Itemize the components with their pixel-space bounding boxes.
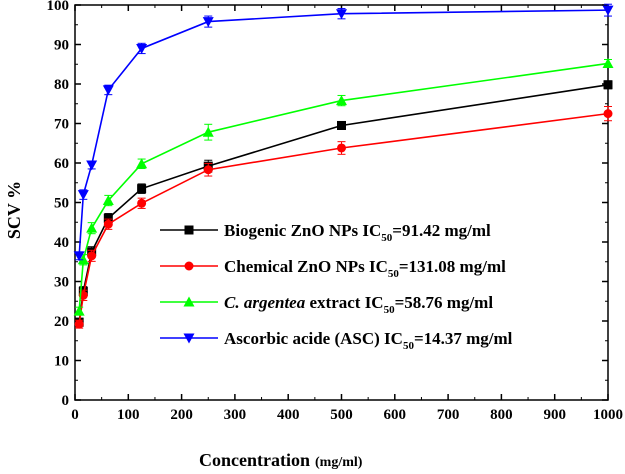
y-tick-label: 100 (47, 0, 70, 14)
data-point (87, 251, 97, 261)
legend-marker (184, 261, 194, 271)
x-tick-label: 800 (490, 407, 513, 423)
y-tick-label: 30 (54, 275, 69, 291)
legend-item-4: Ascorbic acide (ASC) IC50=14.37 mg/ml (160, 329, 513, 352)
y-tick-label: 60 (54, 156, 69, 172)
legend-label: Ascorbic acide (ASC) IC50=14.37 mg/ml (224, 329, 513, 352)
data-point (137, 198, 147, 208)
x-axis-title: Concentration (199, 450, 310, 470)
data-point (336, 9, 347, 20)
series-line (78, 112, 609, 325)
data-point (202, 126, 214, 137)
data-point (102, 195, 114, 206)
series-line (78, 83, 609, 323)
data-series (73, 3, 614, 329)
data-point (86, 160, 98, 171)
data-point (337, 143, 346, 153)
data-point (86, 222, 98, 233)
legend-item-3: C. argentea extract IC50=58.76 mg/ml (160, 293, 493, 316)
legend-item-2: Chemical ZnO NPs IC50=131.08 mg/ml (160, 257, 506, 280)
legend-marker (183, 333, 195, 344)
data-point (73, 251, 85, 262)
y-axis-ticks: 0 10 20 30 40 50 60 70 80 90 100 (47, 0, 608, 409)
data-point (202, 17, 214, 28)
y-tick-label: 20 (54, 314, 69, 330)
data-point (203, 165, 213, 175)
x-tick-label: 100 (117, 407, 140, 423)
data-point (603, 109, 613, 119)
data-point (77, 190, 89, 201)
y-tick-label: 90 (54, 38, 69, 54)
series-2 (74, 106, 613, 329)
x-tick-label: 1000 (593, 407, 623, 423)
y-tick-label: 0 (62, 393, 70, 409)
y-tick-label: 40 (54, 235, 69, 251)
x-axis-ticks: 0 100 200 300 400 500 600 700 800 900 1000 (71, 5, 623, 423)
data-point (336, 95, 347, 106)
series-4 (73, 3, 614, 262)
legend-label: Chemical ZnO NPs IC50=131.08 mg/ml (224, 257, 506, 280)
y-tick-label: 70 (54, 117, 69, 133)
legend-marker (184, 225, 194, 235)
legend: Biogenic ZnO NPs IC50=91.42 mg/ml Chemica… (160, 221, 513, 352)
series-1 (74, 80, 613, 327)
x-tick-label: 900 (543, 407, 566, 423)
x-tick-label: 300 (224, 407, 247, 423)
data-point (602, 57, 614, 68)
x-tick-label: 200 (170, 407, 193, 423)
series-line (78, 9, 609, 256)
x-axis-unit: (mg/ml) (315, 455, 363, 470)
data-point (73, 305, 85, 316)
legend-label: Biogenic ZnO NPs IC50=91.42 mg/ml (224, 221, 491, 244)
data-point (603, 80, 613, 90)
data-point (337, 120, 346, 130)
data-point (102, 85, 114, 96)
data-point (103, 213, 113, 223)
data-point (602, 5, 614, 16)
y-tick-label: 80 (54, 77, 69, 93)
data-point (103, 219, 113, 229)
x-tick-label: 700 (437, 407, 460, 423)
legend-marker (183, 296, 195, 307)
x-tick-label: 0 (71, 407, 79, 423)
x-tick-label: 400 (277, 407, 300, 423)
data-point (77, 254, 89, 265)
x-tick-label: 600 (384, 407, 407, 423)
legend-item-1: Biogenic ZnO NPs IC50=91.42 mg/ml (160, 221, 491, 244)
data-point (137, 184, 147, 194)
y-tick-label: 50 (54, 196, 69, 212)
series-3 (73, 57, 614, 316)
x-tick-label: 500 (330, 407, 353, 423)
y-axis-title: SCV % (4, 181, 24, 239)
data-point (74, 319, 84, 329)
data-point (136, 158, 148, 169)
legend-label: C. argentea extract IC50=58.76 mg/ml (224, 293, 493, 316)
data-point (136, 43, 148, 54)
y-tick-label: 10 (54, 354, 69, 370)
